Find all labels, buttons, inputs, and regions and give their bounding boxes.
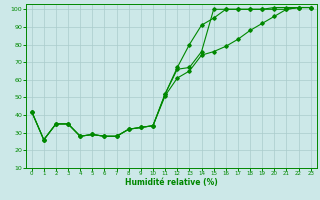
X-axis label: Humidité relative (%): Humidité relative (%) — [125, 178, 218, 187]
